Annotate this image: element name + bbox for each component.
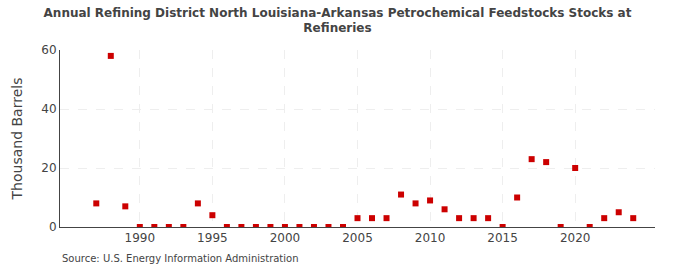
svg-text:2000: 2000 bbox=[270, 231, 301, 245]
svg-text:Source: U.S. Energy Informatio: Source: U.S. Energy Information Administ… bbox=[62, 253, 299, 264]
svg-text:20: 20 bbox=[41, 161, 56, 175]
svg-text:2010: 2010 bbox=[415, 231, 446, 245]
svg-text:2020: 2020 bbox=[560, 231, 591, 245]
svg-text:60: 60 bbox=[41, 43, 56, 57]
svg-text:1995: 1995 bbox=[197, 231, 228, 245]
svg-text:2005: 2005 bbox=[342, 231, 373, 245]
svg-text:2015: 2015 bbox=[487, 231, 518, 245]
svg-text:1990: 1990 bbox=[125, 231, 156, 245]
svg-text:0: 0 bbox=[49, 220, 57, 234]
svg-text:Annual Refining District North: Annual Refining District North Louisiana… bbox=[44, 6, 632, 36]
svg-text:Thousand Barrels: Thousand Barrels bbox=[9, 78, 25, 201]
svg-text:40: 40 bbox=[41, 102, 56, 116]
